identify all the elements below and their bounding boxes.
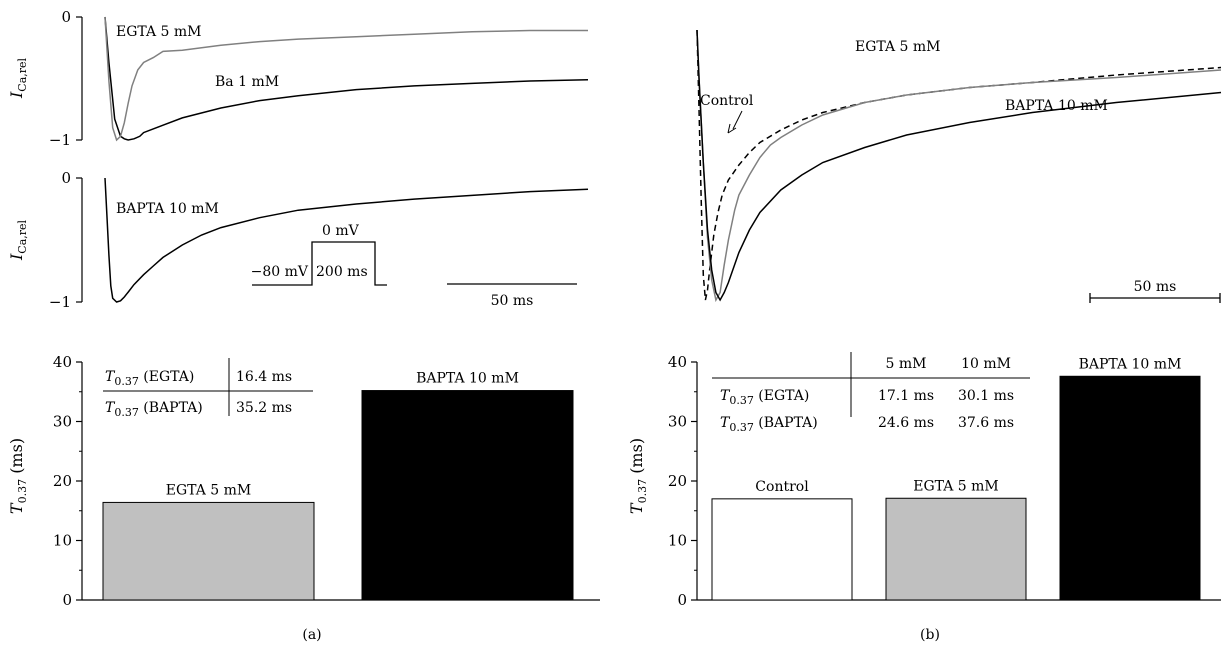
- b-bar-ylabel-main: T: [627, 502, 646, 514]
- b-bar-rects: Control EGTA 5 mM BAPTA 10 mM: [711, 356, 1201, 601]
- b-table-row1-val1: 17.1 ms: [878, 388, 934, 404]
- bar-ytick-label: 30: [53, 413, 72, 431]
- bar-0: [102, 501, 315, 601]
- bar-1: [885, 497, 1027, 601]
- a-top-ytick-label-0: 0: [61, 8, 71, 26]
- bar-label-0: Control: [755, 479, 809, 495]
- voltage-protocol: [252, 241, 387, 286]
- bar-ytick-label: 20: [668, 472, 687, 490]
- bar-label-2: BAPTA 10 mM: [1079, 356, 1182, 372]
- a-mid-ytick-label-neg1: −1: [49, 293, 71, 311]
- series-egta-5mm-trace: [104, 16, 588, 142]
- panel-label-a: (a): [302, 627, 321, 643]
- bar-label-1: EGTA 5 mM: [913, 478, 999, 494]
- b-bar-ylabel-unit: (ms): [627, 438, 646, 479]
- a-bar-ylabel-sub: 0.37: [16, 479, 29, 504]
- protocol-step-label: 0 mV: [322, 223, 360, 239]
- panel-b-bars: 0 10 20 30 40 Control EGTA 5 mM BAPTA 10 mM T0…: [627, 352, 1221, 609]
- a-bar-ylabel-main: T: [7, 502, 26, 514]
- b-scalebar-label: 50 ms: [1134, 279, 1177, 295]
- label-ba-1mm: Ba 1 mM: [215, 74, 279, 90]
- b-table-header-10mm: 10 mM: [961, 356, 1011, 372]
- panel-a-bars: 0 10 20 30 40 EGTA 5 mM BAPTA 10 mM T0.37 (ms…: [7, 353, 600, 609]
- a-top-ylabel-main: I: [7, 91, 26, 99]
- bar-ytick-label: 0: [62, 591, 72, 609]
- a-table-row1-value: 16.4 ms: [236, 369, 292, 385]
- control-arrow-head: [727, 123, 737, 134]
- b-table-row2-val2: 37.6 ms: [958, 415, 1014, 431]
- b-table-row2-val1: 24.6 ms: [878, 415, 934, 431]
- series-bapta-10mm-trace: [104, 177, 589, 303]
- bar-ytick-label: 20: [53, 472, 72, 490]
- bar-ytick-label: 10: [53, 532, 72, 550]
- label-egta-5mm: EGTA 5 mM: [116, 24, 202, 40]
- panel-a-middle: 0 −1 ICa,rel BAPTA 10 mM 0 mV −80 mV 200…: [7, 169, 589, 311]
- a-table-row1-label: T0.37 (EGTA): [105, 369, 194, 388]
- a-top-ylabel-sub: Ca,rel: [16, 57, 29, 91]
- a-mid-ylabel: ICa,rel: [7, 219, 29, 261]
- panel-label-b: (b): [920, 627, 940, 643]
- label-bapta-10mm: BAPTA 10 mM: [1005, 98, 1108, 114]
- protocol-hold-label: −80 mV: [251, 264, 309, 280]
- a-bar-rects: EGTA 5 mM BAPTA 10 mM: [102, 371, 574, 601]
- b-table-row1-label: T0.37 (EGTA): [720, 388, 809, 407]
- series-egta-5mm-trace: [696, 29, 1222, 303]
- bar-1: [361, 390, 574, 601]
- control-arrow: [732, 110, 743, 130]
- bar-0: [711, 498, 853, 601]
- series-bapta-10mm-trace: [696, 29, 1222, 302]
- panel-b-top: EGTA 5 mM Control BAPTA 10 mM 50 ms: [696, 29, 1222, 303]
- a-bar-ylabel-unit: (ms): [7, 438, 26, 479]
- a-mid-ylabel-sub: Ca,rel: [16, 219, 29, 253]
- bar-ytick-label: 40: [668, 353, 687, 371]
- label-control: Control: [700, 93, 754, 109]
- series-control-trace: [696, 29, 1222, 301]
- a-bar-axis: 0 10 20 30 40: [53, 353, 600, 609]
- panel-a-top: 0 −1 ICa,rel EGTA 5 mM Ba 1 mM: [7, 8, 589, 149]
- a-mid-ylabel-main: I: [7, 253, 26, 261]
- bar-ytick-label: 30: [668, 413, 687, 431]
- label-egta-5mm: EGTA 5 mM: [855, 39, 941, 55]
- b-bar-ylabel: T0.37 (ms): [627, 438, 649, 514]
- b-bar-ylabel-sub: 0.37: [636, 479, 649, 504]
- bar-label-1: BAPTA 10 mM: [416, 371, 519, 387]
- a-table-row2-label: T0.37 (BAPTA): [105, 400, 203, 419]
- b-table-row2-label: T0.37 (BAPTA): [720, 415, 818, 434]
- a-scalebar-label: 50 ms: [491, 293, 534, 309]
- label-bapta-10mm: BAPTA 10 mM: [116, 201, 219, 217]
- a-bar-ylabel: T0.37 (ms): [7, 438, 29, 514]
- bar-ytick-label: 0: [677, 591, 687, 609]
- a-mid-ytick-label-0: 0: [61, 169, 71, 187]
- b-table-header-5mm: 5 mM: [886, 356, 927, 372]
- a-top-ytick-label-neg1: −1: [49, 131, 71, 149]
- a-table-row2-value: 35.2 ms: [236, 400, 292, 416]
- a-top-ylabel: ICa,rel: [7, 57, 29, 99]
- protocol-duration-label: 200 ms: [316, 264, 368, 280]
- bar-label-0: EGTA 5 mM: [166, 482, 252, 498]
- bar-ytick-label: 40: [53, 353, 72, 371]
- bar-ytick-label: 10: [668, 532, 687, 550]
- b-table-row1-val2: 30.1 ms: [958, 388, 1014, 404]
- bar-2: [1059, 375, 1201, 601]
